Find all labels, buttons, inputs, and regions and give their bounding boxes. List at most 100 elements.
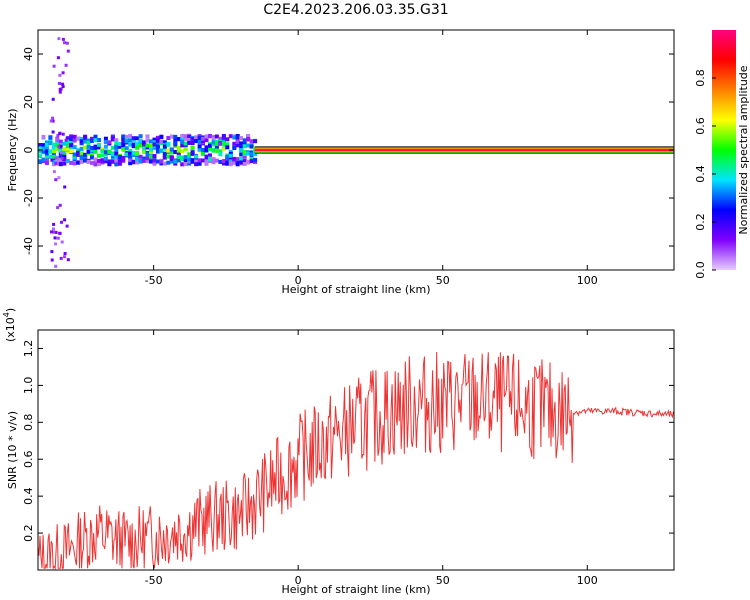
heatmap-cell xyxy=(197,140,202,145)
heatmap-cell xyxy=(128,138,133,143)
heatmap-cell xyxy=(38,154,42,159)
heatmap-cell xyxy=(135,141,140,146)
heatmap-cell xyxy=(162,161,167,166)
heatmap-cell xyxy=(64,63,68,67)
heatmap-cell xyxy=(41,146,46,151)
heatmap-cell xyxy=(180,140,185,145)
heatmap-cell xyxy=(166,160,171,165)
heatmap-cell xyxy=(54,230,58,234)
heatmap-cell xyxy=(225,142,230,147)
snr-y-tick-label: 0.2 xyxy=(22,524,35,542)
heatmap-cell xyxy=(69,137,74,141)
heatmap-cell xyxy=(246,137,251,141)
heatmap-cell xyxy=(235,162,240,167)
heatmap-cell xyxy=(121,145,126,150)
heatmap-cell xyxy=(190,141,195,145)
snr-y-tick-label: 0.8 xyxy=(22,414,35,432)
heatmap-cell xyxy=(204,154,209,159)
heatmap-cell xyxy=(50,250,54,254)
heatmap-cell xyxy=(90,148,94,153)
colorbar-tick-label: 0.4 xyxy=(694,165,707,183)
heatmap-cell xyxy=(221,141,226,146)
heatmap-cell xyxy=(152,140,157,145)
heatmap-cell xyxy=(51,142,56,147)
heatmap-cell xyxy=(65,158,70,163)
heatmap-cell xyxy=(211,137,216,141)
heatmap-cell xyxy=(239,157,244,161)
heatmap-cell xyxy=(86,140,91,145)
heatmap-cell xyxy=(121,139,126,144)
snr-y-tick-label: 0.6 xyxy=(22,450,35,468)
figure-title: C2E4.2023.206.03.35.G31 xyxy=(263,2,448,18)
heatmap-cell xyxy=(83,152,88,157)
heatmap-cell xyxy=(48,149,53,154)
heatmap-cell xyxy=(249,159,254,164)
heatmap-cell xyxy=(58,132,62,136)
heatmap-cell xyxy=(97,158,101,163)
heatmap-cell xyxy=(135,151,140,155)
heatmap-cell xyxy=(52,170,56,174)
heatmap-cell xyxy=(41,149,46,154)
heatmap-cell xyxy=(38,146,42,151)
heatmap-cell xyxy=(176,158,181,163)
heatmap-cell xyxy=(62,146,67,151)
heatmap-cell xyxy=(100,153,105,158)
heatmap-cell xyxy=(162,144,167,149)
heatmap-cell xyxy=(62,149,67,154)
heatmap-cell xyxy=(218,141,223,146)
heatmap-cell xyxy=(152,137,157,142)
heatmap-cell xyxy=(121,137,126,141)
heatmap-cell xyxy=(197,137,202,142)
heatmap-cell xyxy=(56,56,60,60)
heatmap-cell xyxy=(86,144,91,149)
heatmap-cell xyxy=(208,143,212,148)
heatmap-cell xyxy=(121,158,126,163)
heatmap-cell xyxy=(90,136,94,141)
colorbar-ticks: 0.0 0.2 0.4 0.6 0.8 xyxy=(694,69,716,279)
heatmap-cell xyxy=(55,146,60,151)
heatmap-cell xyxy=(239,141,244,146)
snr-panel: -50 0 50 100 0.2 0.4 0.6 0.8 1.0 1.2 Height of st… xyxy=(2,308,675,596)
heatmap-cell xyxy=(90,138,94,143)
heatmap-cell xyxy=(44,152,49,157)
heatmap-cell xyxy=(60,220,63,224)
heatmap-cell xyxy=(90,155,94,160)
heatmap-cell xyxy=(79,136,84,141)
heatmap-cell xyxy=(114,138,119,143)
heatmap-cell xyxy=(142,158,147,163)
heatmap-cell xyxy=(235,143,240,148)
heatmap-cell xyxy=(72,155,77,160)
heatmap-cell xyxy=(72,152,77,157)
heatmap-cell xyxy=(242,159,247,164)
heatmap-cell xyxy=(176,148,181,153)
heatmap-cell xyxy=(100,149,105,154)
heatmap-cell xyxy=(197,134,202,139)
heatmap-cell xyxy=(65,139,70,144)
heatmap-cell xyxy=(183,134,188,139)
heatmap-y-tick-label: 40 xyxy=(22,47,35,61)
heatmap-cell xyxy=(197,147,202,152)
heatmap-cell xyxy=(128,152,133,156)
heatmap-cell xyxy=(249,139,254,144)
heatmap-cell xyxy=(93,144,98,149)
heatmap-cell xyxy=(194,159,199,164)
heatmap-cell xyxy=(211,159,216,164)
heatmap-cell xyxy=(90,152,94,157)
heatmap-cell xyxy=(114,158,119,163)
heatmap-cell xyxy=(41,158,46,162)
heatmap-cell xyxy=(65,136,70,141)
heatmap-cell xyxy=(232,135,237,140)
colorbar-gradient xyxy=(712,30,736,270)
snr-frame xyxy=(37,329,675,571)
heatmap-cell xyxy=(225,137,230,142)
heatmap-cell xyxy=(228,158,233,162)
heatmap-cell xyxy=(145,134,150,139)
heatmap-cell xyxy=(61,85,65,88)
heatmap-cell xyxy=(197,161,202,166)
heatmap-y-tick-label: 0 xyxy=(22,147,35,154)
heatmap-cell xyxy=(63,41,66,45)
colorbar: 0.0 0.2 0.4 0.6 0.8 Normalized spectral ampl… xyxy=(694,30,750,279)
heatmap-cell xyxy=(61,71,65,75)
heatmap-cell xyxy=(152,161,157,166)
heatmap-cell xyxy=(60,240,64,244)
